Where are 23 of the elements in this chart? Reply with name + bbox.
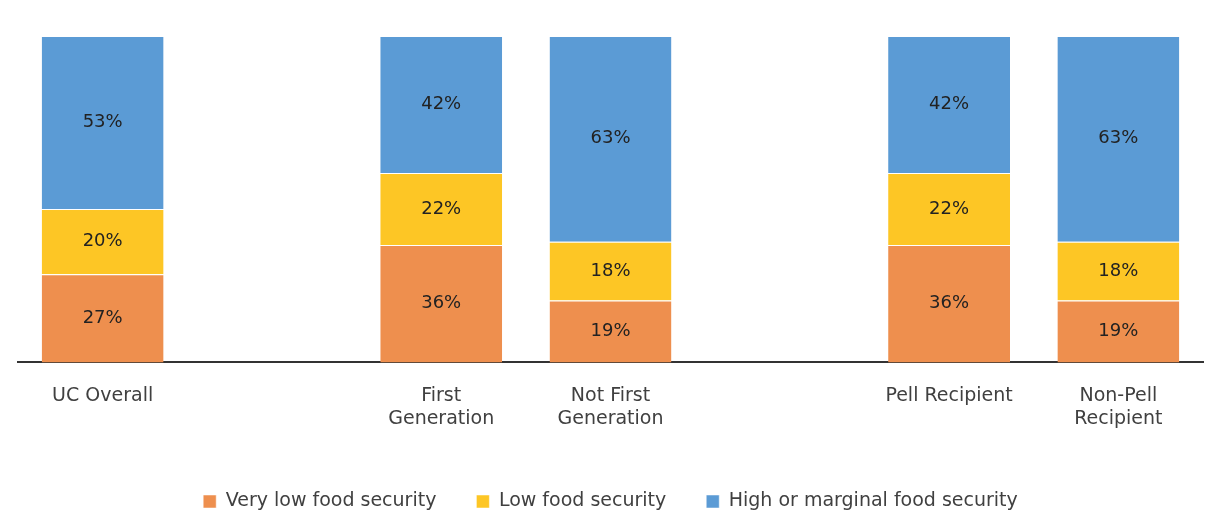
- data-label: 63%: [1098, 126, 1139, 148]
- data-label: 19%: [1098, 319, 1139, 341]
- data-label: 42%: [421, 92, 462, 114]
- legend-label: Low food security: [498, 488, 667, 511]
- x-tick-label: Non-Pell Recipient: [1074, 382, 1163, 428]
- data-label: 27%: [82, 306, 123, 328]
- data-label: 22%: [421, 196, 462, 218]
- data-label: 19%: [590, 319, 631, 341]
- x-tick-label: First Generation: [388, 382, 495, 428]
- data-label: 42%: [929, 92, 970, 114]
- data-label: 36%: [929, 291, 970, 313]
- legend-label: High or marginal food security: [728, 488, 1018, 511]
- x-tick-label: Not First Generation: [557, 382, 664, 428]
- data-label: 63%: [590, 126, 631, 148]
- data-label: 18%: [1098, 258, 1139, 280]
- data-label: 36%: [421, 291, 462, 313]
- data-label: 53%: [82, 110, 123, 132]
- data-label: 22%: [929, 196, 970, 218]
- x-tick-label: UC Overall: [52, 382, 154, 405]
- legend-label: Very low food security: [225, 488, 437, 511]
- data-label: 18%: [590, 258, 631, 280]
- data-label: 20%: [82, 229, 123, 251]
- x-tick-label: Pell Recipient: [885, 382, 1013, 405]
